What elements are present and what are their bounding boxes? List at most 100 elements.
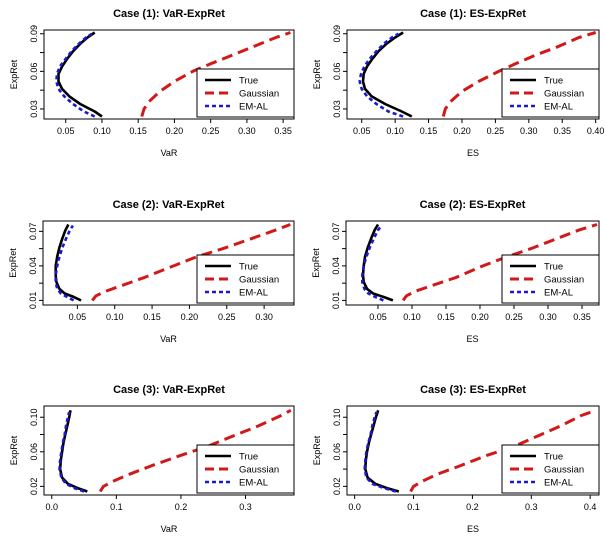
x-tick-label: 0.25 bbox=[487, 126, 505, 136]
x-axis: 0.05 0.10 0.15 0.20 0.25 0.30 0.35 bbox=[57, 118, 292, 136]
y-tick-label: 0.01 bbox=[28, 292, 38, 310]
legend-label: Gaussian bbox=[239, 89, 279, 100]
legend-label: True bbox=[544, 262, 563, 273]
x-axis-label: VaR bbox=[160, 334, 177, 344]
y-tick-label: 0.06 bbox=[332, 443, 342, 461]
series-line-true bbox=[57, 31, 103, 118]
y-axis: 0.02 0.06 0.10 bbox=[29, 408, 44, 495]
y-tick-label: 0.04 bbox=[331, 257, 341, 275]
y-axis-label: ExpRet bbox=[9, 59, 19, 89]
legend: True Gaussian EM-AL bbox=[501, 444, 600, 494]
y-tick-label: 0.03 bbox=[29, 100, 39, 118]
chart-panel-3: Case (2): VaR-ExpRet 0.05 0.10 0.15 0.20 0.25… bbox=[8, 199, 295, 344]
legend: True Gaussian EM-AL bbox=[501, 68, 600, 118]
x-tick-label: 0.30 bbox=[238, 126, 256, 136]
y-tick-label: 0.09 bbox=[29, 25, 39, 43]
x-tick-label: 0.40 bbox=[587, 126, 605, 136]
chart-title: Case (1): VaR-ExpRet bbox=[113, 8, 225, 20]
chart-title: Case (1): ES-ExpRet bbox=[420, 8, 526, 20]
x-tick-label: 0.30 bbox=[520, 126, 538, 136]
y-axis-label: ExpRet bbox=[8, 248, 18, 278]
x-axis: 0.0 0.1 0.2 0.3 bbox=[45, 494, 252, 512]
legend-label: True bbox=[544, 452, 563, 463]
x-tick-label: 0.1 bbox=[407, 502, 420, 512]
x-axis-label: ES bbox=[467, 524, 479, 534]
x-tick-label: 0.05 bbox=[57, 126, 75, 136]
x-tick-label: 0.10 bbox=[106, 312, 124, 322]
y-axis-label: ExpRet bbox=[312, 435, 322, 465]
x-tick-label: 0.20 bbox=[181, 312, 199, 322]
series-line-gaussian bbox=[441, 31, 597, 117]
series-line-emal bbox=[361, 224, 384, 302]
chart-panel-5: Case (3): VaR-ExpRet 0.0 0.1 0.2 0.3 0.02 0.06… bbox=[9, 384, 295, 534]
series-line-emal bbox=[55, 32, 96, 118]
x-axis-label: ES bbox=[466, 334, 478, 344]
x-axis: 0.05 0.10 0.15 0.20 0.25 0.30 0.35 bbox=[369, 304, 591, 322]
x-tick-label: 0.2 bbox=[175, 502, 188, 512]
series-line-true bbox=[361, 223, 394, 302]
legend-label: Gaussian bbox=[239, 465, 279, 476]
legend-label: True bbox=[544, 76, 563, 87]
chart-panel-6: Case (3): ES-ExpRet 0.0 0.1 0.2 0.3 0.4 0.02 0.… bbox=[312, 384, 600, 534]
legend-label: Gaussian bbox=[544, 465, 584, 476]
legend: True Gaussian EM-AL bbox=[501, 254, 600, 304]
series-line-gaussian bbox=[91, 223, 291, 302]
y-tick-label: 0.02 bbox=[332, 478, 342, 496]
x-tick-label: 0.3 bbox=[525, 502, 538, 512]
x-tick-label: 0.2 bbox=[466, 502, 479, 512]
x-axis: 0.05 0.10 0.15 0.20 0.25 0.30 bbox=[69, 304, 273, 322]
series-line-gaussian bbox=[140, 31, 291, 117]
x-tick-label: 0.05 bbox=[369, 312, 387, 322]
y-axis-label: ExpRet bbox=[311, 248, 321, 278]
series-line-emal bbox=[54, 224, 75, 302]
y-tick-label: 0.02 bbox=[29, 478, 39, 496]
y-axis: 0.03 0.06 0.09 bbox=[29, 25, 44, 118]
series-line-true bbox=[364, 409, 400, 493]
legend-box bbox=[501, 254, 600, 304]
x-tick-label: 0.25 bbox=[202, 126, 220, 136]
x-tick-label: 0.20 bbox=[166, 126, 184, 136]
x-tick-label: 0.20 bbox=[453, 126, 471, 136]
series-line-gaussian bbox=[98, 408, 292, 493]
y-tick-label: 0.10 bbox=[332, 408, 342, 426]
x-tick-label: 0.10 bbox=[386, 126, 404, 136]
x-tick-label: 0.4 bbox=[584, 502, 597, 512]
legend-box bbox=[196, 444, 295, 494]
y-tick-label: 0.07 bbox=[28, 223, 38, 241]
legend-label: EM-AL bbox=[239, 102, 268, 113]
y-tick-label: 0.10 bbox=[29, 408, 39, 426]
y-tick-label: 0.03 bbox=[332, 100, 342, 118]
x-tick-label: 0.0 bbox=[348, 502, 361, 512]
legend-label: EM-AL bbox=[544, 288, 573, 299]
y-axis-label: ExpRet bbox=[312, 59, 322, 89]
y-tick-label: 0.06 bbox=[332, 63, 342, 81]
x-tick-label: 0.05 bbox=[353, 126, 371, 136]
legend-label: Gaussian bbox=[239, 275, 279, 286]
x-axis: 0.0 0.1 0.2 0.3 0.4 bbox=[348, 494, 597, 512]
legend-label: True bbox=[239, 452, 258, 463]
y-axis: 0.03 0.06 0.09 bbox=[332, 25, 347, 118]
chart-panel-1: Case (1): VaR-ExpRet 0.05 0.10 0.15 0.20 0.25… bbox=[9, 8, 295, 158]
x-tick-label: 0.25 bbox=[505, 312, 523, 322]
chart-title: Case (3): ES-ExpRet bbox=[420, 384, 526, 396]
x-tick-label: 0.35 bbox=[553, 126, 571, 136]
legend-label: Gaussian bbox=[544, 275, 584, 286]
legend: True Gaussian EM-AL bbox=[196, 444, 295, 494]
x-tick-label: 0.30 bbox=[255, 312, 273, 322]
y-axis: 0.01 0.04 0.07 bbox=[331, 223, 346, 309]
legend-label: EM-AL bbox=[239, 288, 268, 299]
x-tick-label: 0.35 bbox=[274, 126, 292, 136]
x-tick-label: 0.0 bbox=[45, 502, 58, 512]
y-tick-label: 0.06 bbox=[29, 63, 39, 81]
y-axis: 0.01 0.04 0.07 bbox=[28, 223, 43, 310]
x-tick-label: 0.1 bbox=[110, 502, 123, 512]
x-tick-label: 0.25 bbox=[218, 312, 236, 322]
x-tick-label: 0.20 bbox=[471, 312, 489, 322]
series-line-true bbox=[54, 223, 82, 302]
legend-label: EM-AL bbox=[239, 478, 268, 489]
series-line-gaussian bbox=[401, 223, 598, 302]
x-axis-label: ES bbox=[467, 148, 479, 158]
x-tick-label: 0.30 bbox=[539, 312, 557, 322]
legend: True Gaussian EM-AL bbox=[196, 254, 295, 304]
